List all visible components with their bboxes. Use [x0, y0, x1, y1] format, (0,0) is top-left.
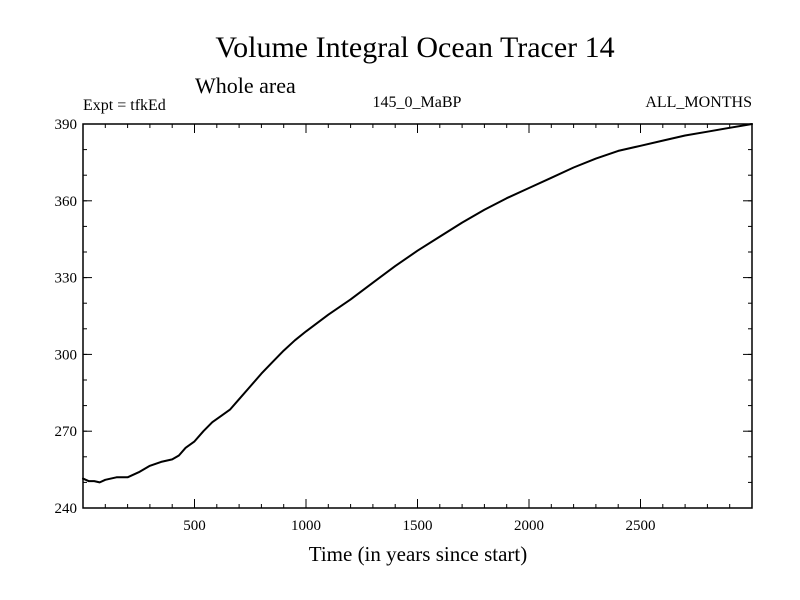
x-tick-label: 1500: [403, 518, 433, 534]
y-tick-label: 360: [55, 194, 78, 210]
months-label: ALL_MONTHS: [645, 94, 752, 111]
x-axis-label: Time (in years since start): [309, 542, 528, 566]
y-tick-label: 390: [55, 117, 78, 133]
center-label: 145_0_MaBP: [373, 94, 462, 111]
y-tick-label: 270: [55, 424, 78, 440]
x-tick-label: 2000: [514, 518, 544, 534]
x-tick-label: 2500: [626, 518, 656, 534]
series-line: [82, 123, 753, 484]
chart-subtitle: Whole area: [195, 73, 296, 98]
y-tick-label: 300: [55, 347, 78, 363]
x-tick-label: 500: [183, 518, 206, 534]
x-tick-label: 1000: [291, 518, 321, 534]
y-tick-label: 330: [55, 271, 78, 287]
plot-frame: [82, 123, 753, 509]
experiment-label: Expt = tfkEd: [83, 97, 166, 114]
chart-title: Volume Integral Ocean Tracer 14: [215, 31, 614, 64]
y-tick-label: 240: [55, 501, 78, 517]
axis-tick-labels: 500 1000 1500 2000 2500 240 270 300 330 360 390: [55, 117, 656, 534]
